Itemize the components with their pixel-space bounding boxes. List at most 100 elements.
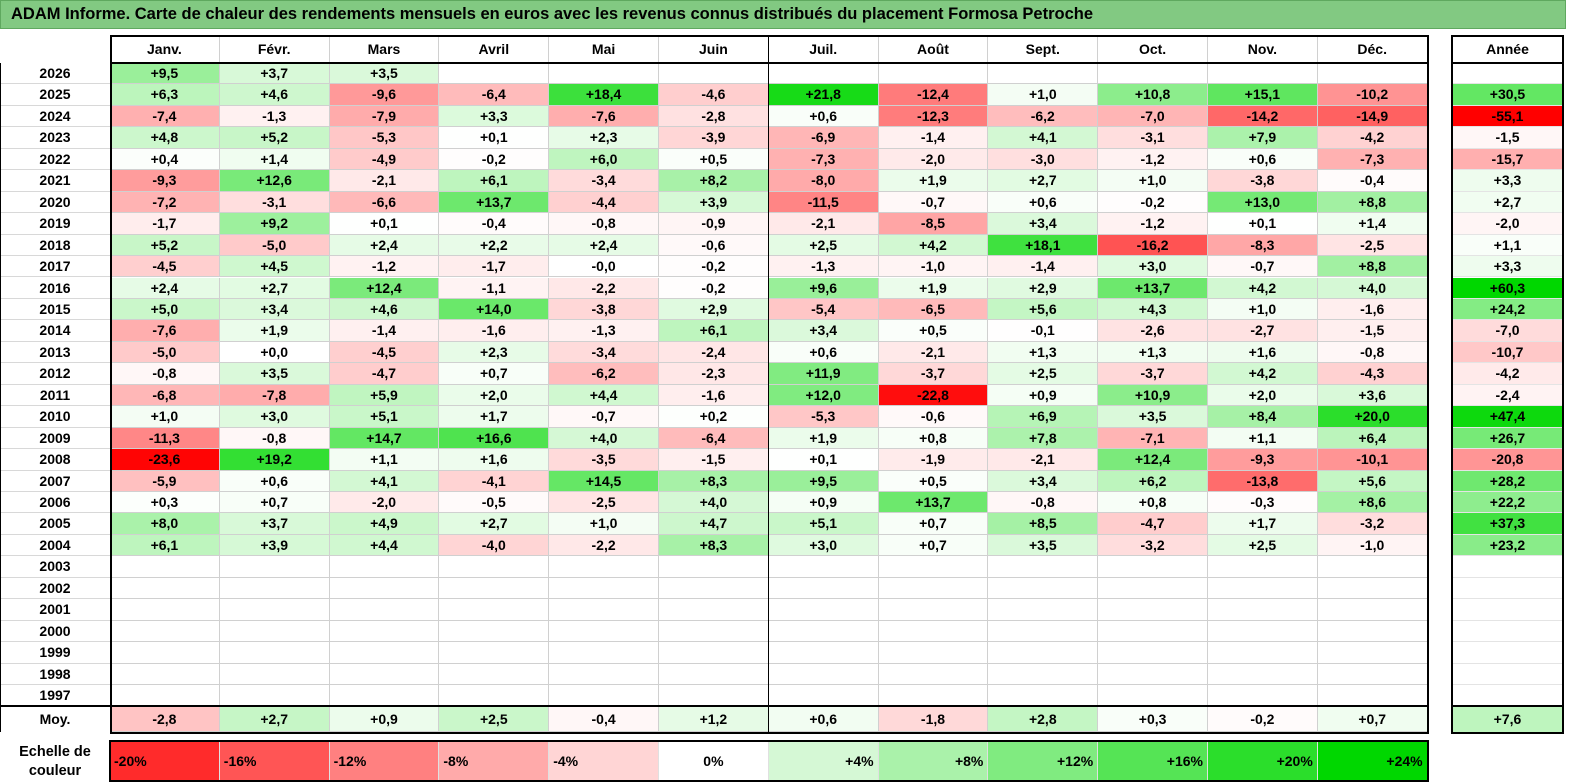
heatmap-cell: +4,5 — [219, 256, 330, 278]
heatmap-cell: +5,1 — [329, 406, 440, 428]
year-label: 2001 — [0, 599, 110, 621]
heatmap-cell: +5,2 — [219, 127, 330, 149]
heatmap-cell: -5,9 — [110, 470, 220, 492]
heatmap-cell — [219, 642, 330, 664]
heatmap-cell: -7,3 — [1317, 148, 1428, 171]
heatmap-cell: +5,1 — [768, 513, 879, 535]
heatmap-cell: +0,5 — [659, 148, 769, 171]
average-cell: +2,8 — [988, 707, 1099, 732]
heatmap-cell: -5,0 — [110, 341, 220, 364]
heatmap-cell: +2,7 — [988, 170, 1099, 192]
heatmap-cell: -0,3 — [1208, 492, 1318, 514]
annual-cell: +30,5 — [1452, 84, 1563, 106]
heatmap-cell: -10,2 — [1317, 84, 1428, 106]
heatmap-cell: -7,6 — [549, 105, 659, 128]
heatmap-cell: -0,7 — [1208, 256, 1318, 278]
heatmap-cell: +4,6 — [329, 298, 440, 321]
heatmap-cell — [110, 577, 220, 600]
heatmap-cell: -7,3 — [768, 148, 879, 171]
heatmap-cell: -1,6 — [1317, 298, 1428, 321]
month-header: Avril — [439, 36, 550, 63]
heatmap-cell — [219, 577, 330, 600]
year-label: 2014 — [0, 320, 110, 342]
heatmap-cell — [659, 577, 769, 600]
heatmap-cell: +1,3 — [1098, 341, 1208, 364]
heatmap-cell: +19,2 — [219, 449, 330, 471]
heatmap-cell: +2,9 — [659, 298, 769, 321]
heatmap-cell: -4,2 — [1317, 127, 1428, 149]
annual-cell: +3,3 — [1452, 170, 1563, 192]
heatmap-cell: -0,5 — [439, 492, 550, 514]
heatmap-cell: +3,5 — [988, 534, 1099, 557]
year-label: 2025 — [0, 84, 110, 106]
heatmap-cell — [768, 63, 879, 85]
heatmap-cell — [1098, 620, 1208, 643]
heatmap-cell: +8,3 — [659, 470, 769, 492]
heatmap-cell: +3,5 — [329, 63, 440, 85]
heatmap-cell: -6,5 — [878, 298, 989, 321]
heatmap-cell — [439, 685, 550, 707]
heatmap-cell — [768, 577, 879, 600]
heatmap-cell: +12,0 — [768, 384, 879, 407]
heatmap-cell: +1,0 — [1208, 298, 1318, 321]
heatmap-cell — [1317, 556, 1428, 578]
average-cell: +2,7 — [219, 707, 330, 732]
heatmap-cell — [988, 620, 1099, 643]
heatmap-cell: +2,5 — [768, 234, 879, 257]
heatmap-cell: -3,2 — [1098, 534, 1208, 557]
heatmap-cell: +2,3 — [549, 127, 659, 149]
annual-cell: +60,3 — [1452, 277, 1563, 299]
heatmap-cell: +2,5 — [1208, 534, 1318, 557]
heatmap-cell: +3,0 — [219, 406, 330, 428]
heatmap-cell — [1098, 642, 1208, 664]
heatmap-cell: -5,3 — [329, 127, 440, 149]
annual-cell — [1452, 642, 1563, 664]
heatmap-cell: -11,3 — [110, 427, 220, 450]
heatmap-cell — [878, 685, 989, 707]
heatmap-cell: +4,7 — [659, 513, 769, 535]
heatmap-cell: +2,4 — [329, 234, 440, 257]
heatmap-cell: -3,8 — [1208, 170, 1318, 192]
chart-title: ADAM Informe. Carte de chaleur des rende… — [0, 0, 1566, 29]
heatmap-cell — [549, 685, 659, 707]
heatmap-cell: -1,2 — [1098, 148, 1208, 171]
heatmap-cell: -4,9 — [329, 148, 440, 171]
heatmap-cell: +8,5 — [988, 513, 1099, 535]
heatmap-cell: +8,4 — [1208, 406, 1318, 428]
heatmap-cell: -5,0 — [219, 234, 330, 257]
heatmap-cell — [659, 642, 769, 664]
heatmap-cell: -4,6 — [659, 84, 769, 106]
heatmap-cell — [549, 620, 659, 643]
heatmap-cell: +0,6 — [768, 105, 879, 128]
heatmap-cell: +12,4 — [1098, 449, 1208, 471]
annual-cell: +2,7 — [1452, 191, 1563, 214]
heatmap-cell: -0,7 — [549, 406, 659, 428]
heatmap-cell — [1208, 577, 1318, 600]
heatmap-cell: -9,3 — [1208, 449, 1318, 471]
heatmap-cell: -2,6 — [1098, 320, 1208, 342]
heatmap-cell: -6,4 — [659, 427, 769, 450]
heatmap-cell: -7,2 — [110, 191, 220, 214]
heatmap-cell: -2,1 — [988, 449, 1099, 471]
heatmap-cell: -8,3 — [1208, 234, 1318, 257]
heatmap-cell: +13,7 — [1098, 277, 1208, 299]
heatmap-cell: +0,6 — [1208, 148, 1318, 171]
heatmap-cell: -1,3 — [219, 105, 330, 128]
color-scale-step: -4% — [549, 741, 659, 781]
heatmap-cell: -1,9 — [878, 449, 989, 471]
heatmap-cell — [219, 599, 330, 621]
heatmap-cell — [988, 685, 1099, 707]
heatmap-cell: +1,6 — [1208, 341, 1318, 364]
heatmap-cell: +2,4 — [110, 277, 220, 299]
year-label: 2007 — [0, 470, 110, 492]
heatmap-cell: +4,1 — [329, 470, 440, 492]
heatmap-cell: -0,8 — [110, 363, 220, 385]
left-border — [0, 63, 1, 732]
heatmap-cell: -13,8 — [1208, 470, 1318, 492]
heatmap-cell: +2,4 — [549, 234, 659, 257]
color-scale-step: +20% — [1208, 741, 1318, 781]
heatmap-cell: -16,2 — [1098, 234, 1208, 257]
annual-header: Année — [1452, 36, 1563, 63]
heatmap-cell: -2,3 — [659, 363, 769, 385]
heatmap-cell: +1,9 — [878, 277, 989, 299]
